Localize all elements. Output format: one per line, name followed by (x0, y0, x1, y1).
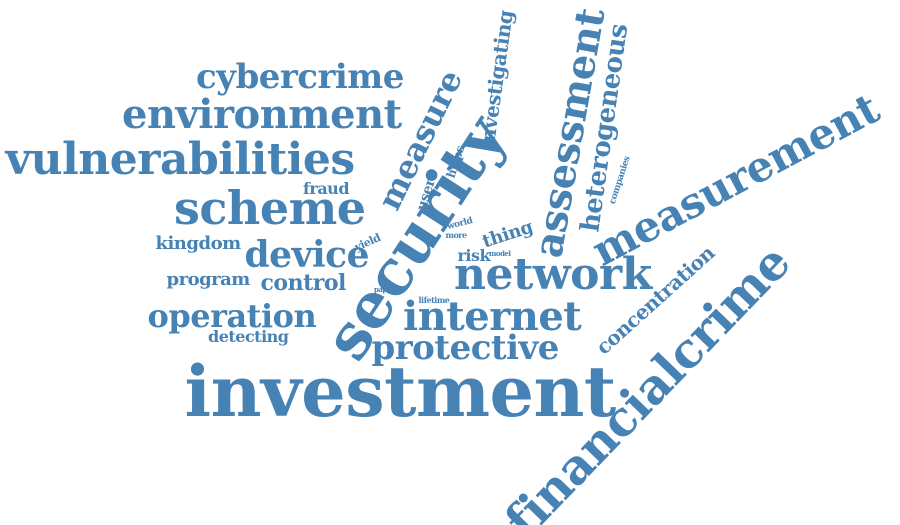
word-environment: environment (122, 91, 402, 138)
word-program: program (166, 269, 251, 290)
word-measurement: measurement (583, 83, 887, 276)
word-protective: protective (371, 328, 560, 368)
word-scheme: scheme (174, 181, 366, 235)
word-cybercrime: cybercrime (196, 57, 404, 97)
word-investment: investment (184, 350, 617, 433)
word-detecting: detecting (208, 327, 289, 346)
word-investigating: investigating (474, 8, 518, 152)
word-vulnerabilities: vulnerabilities (5, 134, 356, 185)
word-risk: risk (457, 246, 491, 265)
word-internet: internet (403, 293, 582, 340)
word-fraud: fraud (303, 179, 350, 198)
word-model: model (489, 248, 511, 258)
word-control: control (260, 270, 347, 296)
word-network: network (454, 249, 652, 300)
word-kingdom: kingdom (155, 233, 242, 254)
word-paper: paper (374, 284, 394, 294)
word-device: device (244, 234, 370, 276)
word-operation: operation (147, 297, 317, 335)
word-lifetime: lifetime (418, 295, 450, 305)
word-more: more (445, 230, 468, 240)
